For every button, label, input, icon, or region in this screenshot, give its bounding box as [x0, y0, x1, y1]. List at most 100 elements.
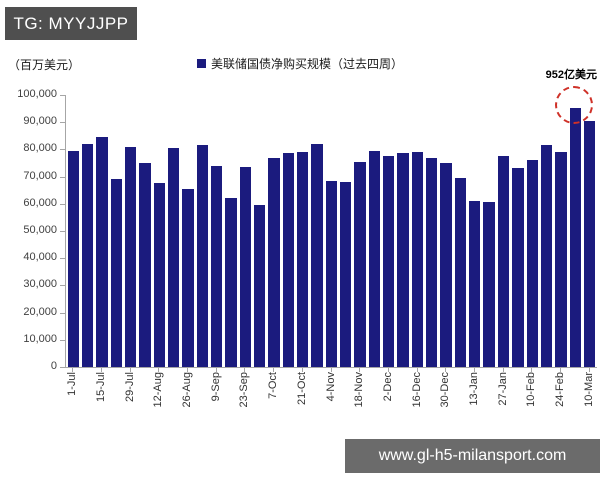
x-axis-label: 26-Aug — [180, 372, 193, 408]
bar-slot — [396, 95, 410, 367]
bar-27-Jan — [497, 156, 510, 367]
x-axis-label: 30-Dec — [439, 372, 452, 408]
x-axis-label: 10-Feb — [525, 372, 538, 407]
bar-slot — [382, 95, 396, 367]
bar-30-Dec — [440, 163, 452, 367]
bar-21-Oct — [297, 152, 309, 367]
y-axis-label: 100,000 — [17, 88, 57, 100]
x-axis-label: 21-Oct — [295, 372, 308, 406]
bar-slot — [539, 95, 553, 367]
bar-slot — [166, 95, 180, 367]
legend-label: 美联储国债净购买规模（过去四周） — [210, 57, 404, 71]
bar-slot — [209, 95, 223, 367]
x-axis-label: 13-Jan — [468, 372, 480, 406]
bar-slot — [138, 95, 152, 367]
bar-26-Aug — [182, 188, 194, 367]
bar-10-Mar — [583, 120, 596, 367]
tg-watermark: TG: MYYJJPP — [5, 7, 137, 40]
bar-slot — [554, 95, 568, 367]
y-axis-tick — [60, 95, 65, 96]
x-axis-tick — [531, 368, 533, 372]
y-axis-label: 10,000 — [23, 332, 57, 345]
y-axis-label: 20,000 — [23, 305, 57, 318]
bar-week-19 — [340, 182, 352, 367]
bar-slot — [123, 95, 137, 367]
x-axis-label: 15-Jul — [94, 372, 107, 402]
bar-slot — [453, 95, 467, 367]
bar-slot — [439, 95, 453, 367]
bar-week-13 — [253, 205, 266, 367]
bar-week-17 — [311, 143, 323, 367]
x-axis-label: 29-Jul — [123, 372, 136, 402]
y-axis-label: 70,000 — [23, 169, 57, 182]
annotation-circle — [555, 86, 594, 125]
x-axis-label: 4-Nov — [324, 372, 337, 402]
bar-2-Dec — [383, 156, 395, 367]
x-axis-tick — [416, 368, 418, 372]
x-axis-tick — [158, 368, 160, 372]
bar-slot — [80, 95, 94, 367]
bar-slot — [181, 95, 195, 367]
x-axis-label: 16-Dec — [410, 372, 423, 408]
bar-15-Jul — [96, 137, 108, 367]
x-axis-tick — [387, 368, 389, 372]
y-axis-tick — [60, 339, 65, 341]
x-axis-tick — [560, 368, 562, 372]
bar-slot — [95, 95, 109, 367]
bar-slot — [281, 95, 295, 367]
annotation-label: 952亿美元 — [545, 69, 597, 81]
bar-1-Jul — [67, 150, 79, 367]
bar-slot — [525, 95, 539, 367]
y-axis-tick — [60, 149, 65, 151]
bar-slot — [496, 95, 510, 367]
x-axis-tick — [330, 368, 332, 372]
bar-slot — [339, 95, 353, 367]
bar-18-Nov — [354, 161, 366, 367]
x-axis-tick — [186, 368, 188, 372]
bar-week-5 — [139, 163, 151, 367]
y-axis-tick — [60, 367, 65, 368]
bar-week-31 — [512, 168, 524, 367]
x-axis-label: 18-Nov — [353, 372, 366, 408]
bar-slot — [468, 95, 482, 367]
bar-24-Feb — [555, 152, 567, 367]
y-axis-label: 60,000 — [23, 196, 57, 209]
bar-week-33 — [540, 145, 553, 367]
bar-week-23 — [397, 153, 409, 367]
bar-slot — [296, 95, 310, 367]
x-axis-tick — [129, 368, 131, 372]
bar-slot — [482, 95, 496, 367]
y-axis-label: 90,000 — [23, 115, 57, 128]
x-axis-tick — [301, 368, 303, 372]
bar-29-Jul — [124, 146, 137, 367]
x-axis-tick — [502, 368, 504, 372]
legend-marker-square — [196, 59, 206, 68]
bar-week-35 — [569, 108, 581, 367]
x-axis-label: 23-Sep — [238, 372, 251, 408]
bar-slot — [152, 95, 166, 367]
bar-slot — [109, 95, 123, 367]
x-axis-tick — [100, 368, 102, 372]
bar-7-Oct — [268, 157, 280, 367]
bar-week-21 — [368, 150, 381, 367]
bar-week-7 — [167, 148, 180, 367]
x-axis-tick — [244, 368, 246, 372]
bar-slot — [310, 95, 324, 367]
bar-16-Dec — [411, 152, 424, 367]
y-axis-unit-label: （百万美元） — [8, 58, 81, 72]
y-axis-label: 30,000 — [23, 278, 57, 291]
x-axis-label: 7-Oct — [267, 372, 280, 399]
x-axis-label: 24-Feb — [554, 372, 567, 407]
y-axis-tick — [60, 258, 65, 260]
bar-23-Sep — [239, 167, 251, 367]
x-axis-tick — [588, 368, 590, 372]
legend: 美联储国债净购买规模（过去四周） — [196, 55, 404, 72]
bar-week-1 — [81, 143, 94, 367]
bars-container — [66, 95, 597, 367]
bar-slot — [410, 95, 424, 367]
bar-slot — [425, 95, 439, 367]
bar-slot — [367, 95, 381, 367]
bar-10-Feb — [526, 160, 538, 367]
bar-week-27 — [454, 177, 467, 367]
